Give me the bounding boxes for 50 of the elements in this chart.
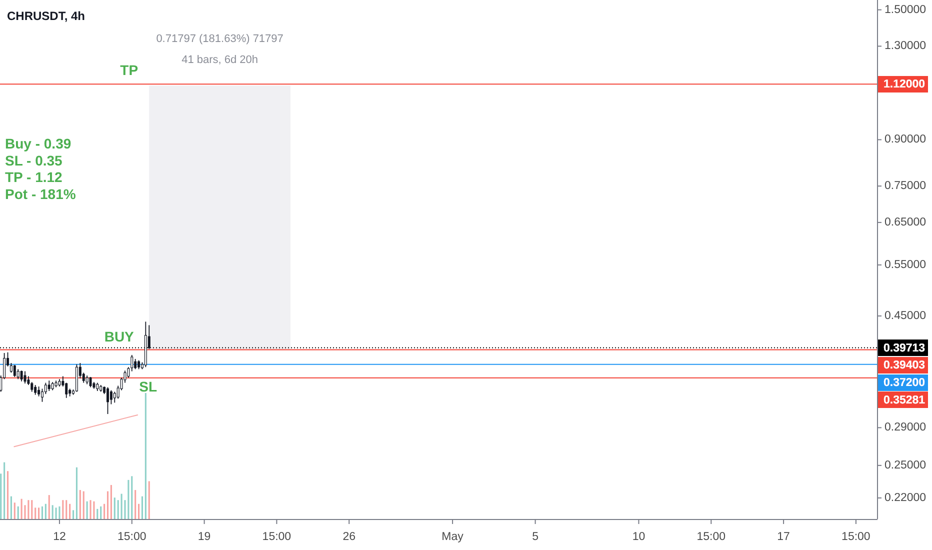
x-tick-label: 26 (342, 531, 356, 544)
x-tick-label: 15:00 (842, 531, 870, 544)
y-tick-label: 0.45000 (884, 310, 926, 322)
ref-line-label: 1.12000 (884, 78, 926, 91)
candlestick (34, 384, 37, 396)
candlestick (20, 370, 23, 382)
candlestick (89, 376, 92, 388)
candlestick (48, 380, 50, 392)
y-tick-label: 1.30000 (884, 40, 926, 52)
annotation: Pot - 181% (5, 186, 76, 202)
text: CHRUSDT, 4h (7, 9, 86, 24)
annotation: SL - 0.35 (5, 152, 63, 168)
y-tick-label: 1.50000 (884, 4, 926, 16)
y-tick-label: 0.75000 (884, 180, 926, 192)
annotation: TP - 1.12 (5, 169, 63, 186)
x-tick-label: 15:00 (262, 531, 292, 544)
x-tick-label: 17 (777, 531, 790, 544)
x-tick-label: May (442, 531, 464, 544)
annotation: 41 bars, 6d 20h (182, 54, 258, 66)
ref-line-label: 0.37200 (884, 377, 926, 390)
annotation: SL (139, 378, 158, 395)
ref-line-label: 0.39403 (884, 360, 926, 372)
x-tick-label: 5 (532, 531, 538, 544)
annotation: 0.71797 (181.63%) 71797 (156, 33, 284, 45)
y-tick-label: 0.25000 (884, 459, 926, 472)
candlestick (134, 358, 137, 370)
y-tick-label: 0.55000 (884, 258, 926, 271)
annotation: Buy - 0.39 (5, 136, 72, 152)
x-tick-label: 15:00 (696, 531, 726, 544)
annotation: TP (120, 62, 138, 78)
x-tick-label: 19 (198, 531, 211, 544)
candlestick (44, 382, 47, 394)
annotation: BUY (104, 328, 135, 344)
candlestick (10, 362, 12, 374)
candlestick (106, 386, 109, 414)
x-tick-label: 10 (632, 531, 646, 544)
y-tick-label: 0.22000 (884, 492, 926, 504)
x-tick-label: 12 (53, 531, 66, 544)
x-tick-label: 15:00 (117, 531, 146, 544)
candlestick (13, 364, 16, 378)
candlestick (75, 364, 78, 392)
y-tick-label: 0.90000 (884, 134, 926, 146)
ref-line-label: 0.35281 (884, 394, 926, 406)
y-tick-label: 0.65000 (884, 216, 926, 228)
y-tick-label: 0.29000 (884, 422, 926, 434)
ref-line-label: 0.39713 (884, 342, 926, 354)
candlestick (38, 386, 40, 397)
candlestick (110, 390, 112, 405)
candlestick (24, 370, 26, 384)
candlestick (16, 368, 20, 380)
